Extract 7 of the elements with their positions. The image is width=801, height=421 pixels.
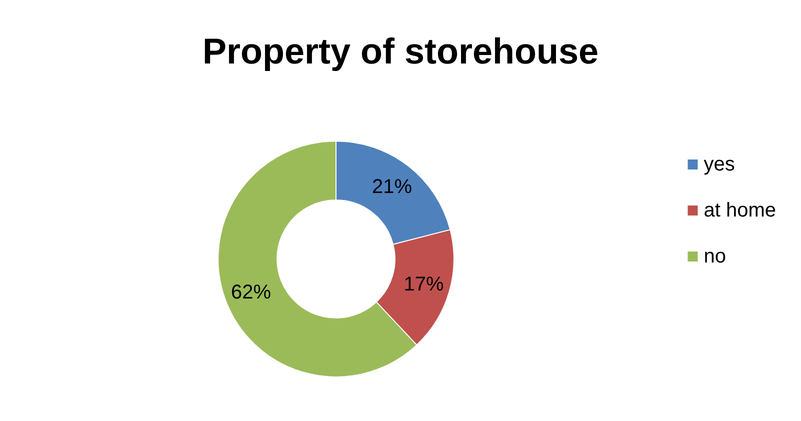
legend-label: yes bbox=[704, 154, 735, 176]
data-label: 62% bbox=[230, 282, 272, 304]
data-label: 21% bbox=[372, 176, 412, 198]
legend-label: at home bbox=[704, 200, 776, 222]
chart-title: Property of storehouse bbox=[202, 30, 599, 72]
data-label: 17% bbox=[404, 274, 444, 296]
legend-label: no bbox=[704, 246, 726, 268]
